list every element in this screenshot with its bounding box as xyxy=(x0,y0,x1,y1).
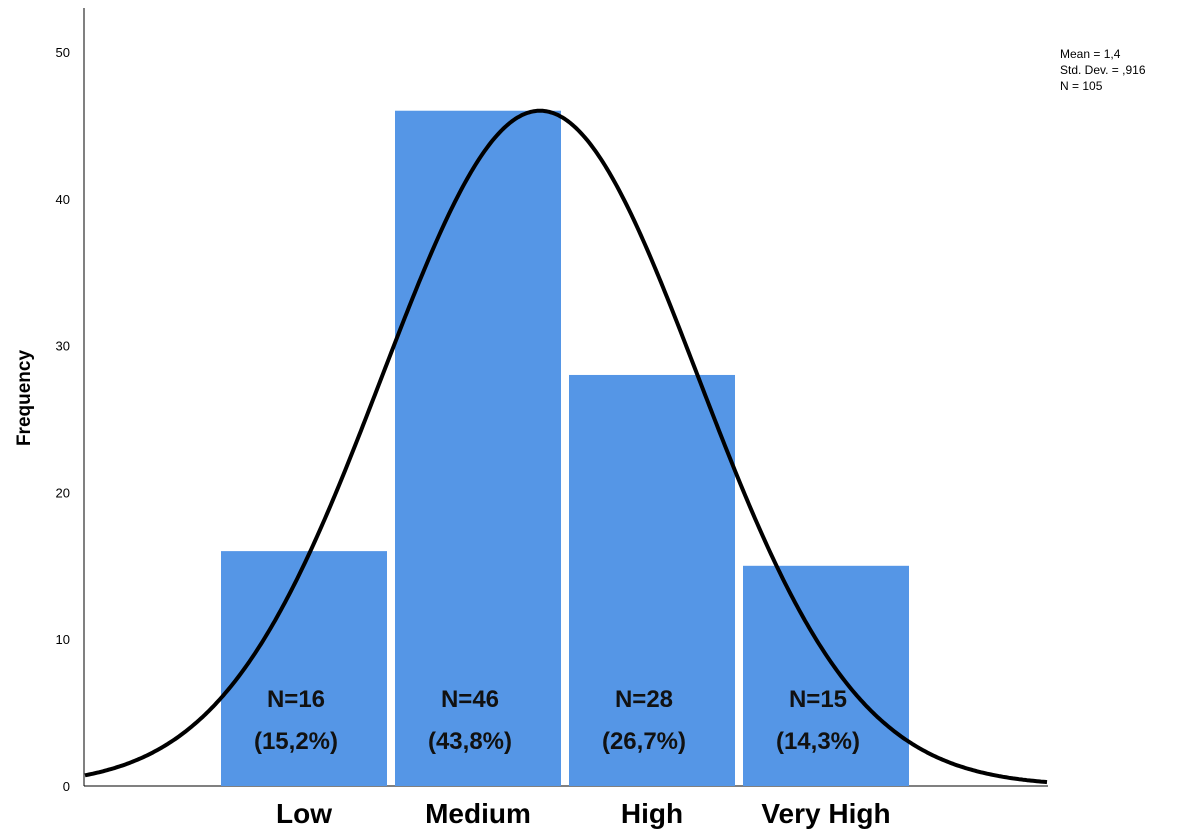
bar-count-label: N=28 xyxy=(615,686,673,713)
y-tick-label: 30 xyxy=(56,339,70,354)
category-labels: Low Medium High Very High xyxy=(276,798,891,829)
bars xyxy=(221,110,909,787)
y-tick-label: 40 xyxy=(56,192,70,207)
stat-std-dev: Std. Dev. = ,916 xyxy=(1060,63,1146,77)
bar-count-label: N=15 xyxy=(789,686,847,713)
category-label: Very High xyxy=(761,798,890,829)
y-tick-label: 10 xyxy=(56,632,70,647)
normal-distribution-curve xyxy=(84,108,1048,785)
category-label: Medium xyxy=(425,798,531,829)
category-label: Low xyxy=(276,798,332,829)
stat-n: N = 105 xyxy=(1060,79,1103,93)
bar-data-labels: N=16 (15,2%) N=46 (43,8%) N=28 (26,7%) N=15 (14… xyxy=(254,686,860,755)
bar-very-high xyxy=(743,565,909,786)
category-label: High xyxy=(621,798,683,829)
bar-count-label: N=46 xyxy=(441,686,499,713)
bar-count-label: N=16 xyxy=(267,686,325,713)
bar-percent-label: (26,7%) xyxy=(602,728,686,755)
stat-mean: Mean = 1,4 xyxy=(1060,47,1121,61)
y-tick-label: 20 xyxy=(56,485,70,500)
bar-percent-label: (14,3%) xyxy=(776,728,860,755)
y-tick-label: 50 xyxy=(56,45,70,60)
bar-medium xyxy=(395,110,561,787)
bar-high xyxy=(569,374,735,786)
y-tick-label: 0 xyxy=(63,779,70,794)
y-axis-label: Frequency xyxy=(14,350,35,447)
bar-percent-label: (43,8%) xyxy=(428,728,512,755)
statistics-box: Mean = 1,4 Std. Dev. = ,916 N = 105 xyxy=(1060,46,1146,94)
normal-curve-layer xyxy=(84,108,1048,785)
y-ticks: 0 10 20 30 40 50 xyxy=(56,45,70,794)
bar-low xyxy=(221,551,387,786)
bar-percent-label: (15,2%) xyxy=(254,728,338,755)
